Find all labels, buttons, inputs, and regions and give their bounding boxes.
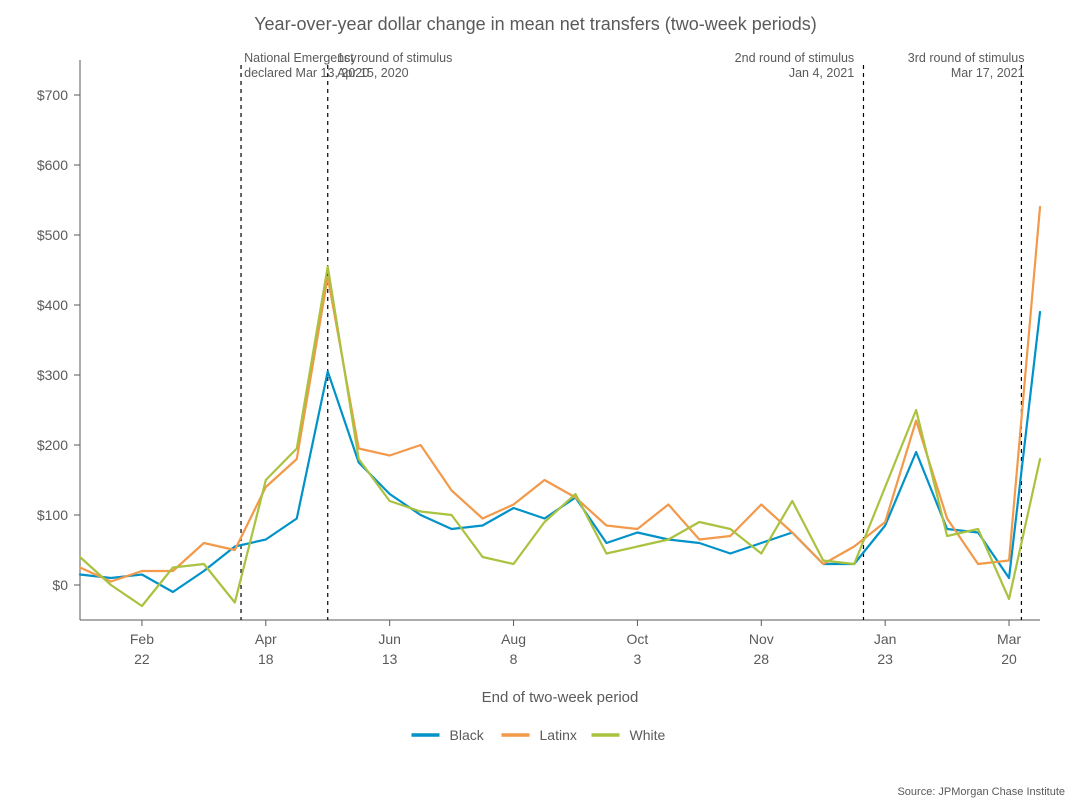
chart-title: Year-over-year dollar change in mean net… [254,14,817,34]
event-marker-label: 2nd round of stimulus [735,51,855,65]
x-tick-label-bottom: 22 [134,651,150,667]
x-tick-label-bottom: 3 [634,651,642,667]
source-attribution: Source: JPMorgan Chase Institute [897,786,1065,798]
x-tick-label-bottom: 8 [510,651,518,667]
chart-container: Year-over-year dollar change in mean net… [0,0,1071,801]
x-tick-label-top: Jan [874,631,897,647]
x-tick-label-bottom: 23 [877,651,893,667]
legend-label-black: Black [450,727,485,743]
x-tick-label-top: Jun [378,631,401,647]
x-tick-label-top: Nov [749,631,774,647]
legend-label-latinx: Latinx [540,727,577,743]
y-tick-label: $600 [37,157,68,173]
x-axis-title: End of two-week period [482,689,639,706]
x-tick-label-bottom: 20 [1001,651,1017,667]
y-tick-label: $300 [37,367,68,383]
y-tick-label: $400 [37,297,68,313]
y-tick-label: $0 [52,577,68,593]
x-tick-label-bottom: 13 [382,651,398,667]
x-tick-label-top: Feb [130,631,154,647]
x-tick-label-bottom: 28 [754,651,770,667]
event-marker-label: Jan 4, 2021 [789,66,854,80]
x-tick-label-top: Mar [997,631,1021,647]
y-tick-label: $500 [37,227,68,243]
y-tick-label: $200 [37,437,68,453]
y-tick-label: $700 [37,87,68,103]
series-latinx [80,207,1040,582]
series-black [80,312,1040,592]
event-marker-label: 3rd round of stimulus [908,51,1025,65]
x-tick-label-top: Oct [627,631,649,647]
legend-label-white: White [630,727,666,743]
y-tick-label: $100 [37,507,68,523]
event-marker-label: Apr 15, 2020 [337,66,409,80]
x-tick-label-top: Apr [255,631,277,647]
x-tick-label-bottom: 18 [258,651,274,667]
line-chart-svg: Year-over-year dollar change in mean net… [0,0,1071,801]
event-marker-label: 1st round of stimulus [337,51,452,65]
x-tick-label-top: Aug [501,631,526,647]
event-marker-label: Mar 17, 2021 [951,66,1025,80]
